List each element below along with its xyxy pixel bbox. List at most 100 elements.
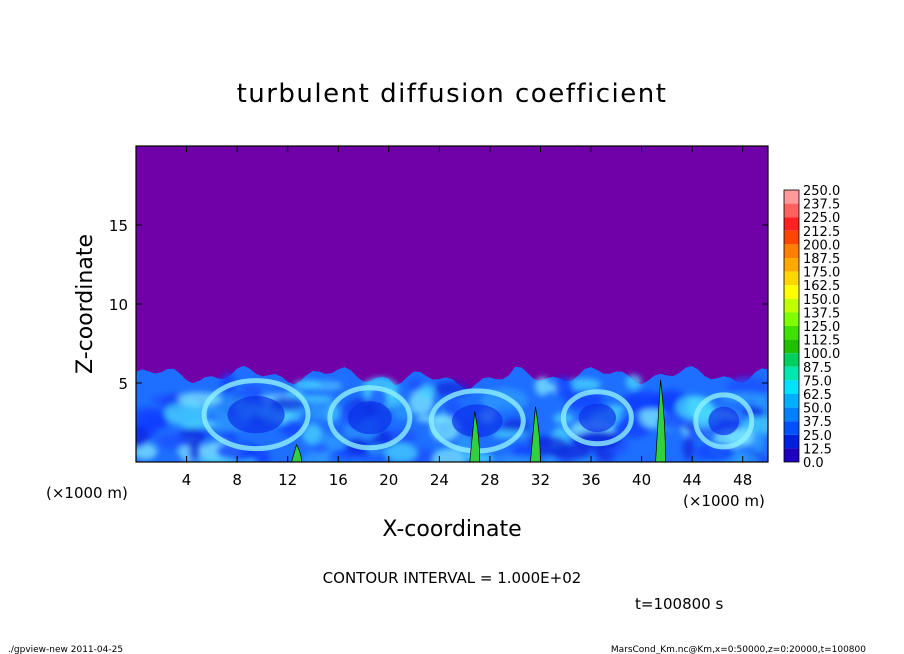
colorbar-label: 200.0 <box>803 238 840 253</box>
x-tick-label: 4 <box>182 471 192 489</box>
eddy-core <box>227 395 285 434</box>
footer-right: MarsCond_Km.nc@Km,x=0:50000,z=0:20000,t=… <box>611 645 866 654</box>
colorbar-swatch <box>784 203 799 218</box>
high-value-filament <box>655 379 666 462</box>
turbulence-blob <box>303 404 335 420</box>
colorbar-swatch <box>784 258 799 272</box>
colorbar-swatch <box>784 366 799 381</box>
colorbar-label: 150.0 <box>803 293 840 308</box>
eddy-ring <box>560 389 634 447</box>
x-axis-ticks: 4 8 12 16 20 24 28 32 36 40 44 48 <box>182 146 752 489</box>
x-tick-label: 20 <box>379 471 398 489</box>
turbulence-blob <box>156 432 187 450</box>
turbulence-blob <box>498 455 533 462</box>
y-unit-label: (×1000 m) <box>683 492 765 510</box>
colorbar-label: 225.0 <box>803 211 840 226</box>
colorbar-label: 100.0 <box>803 347 840 362</box>
x-tick-label: 40 <box>632 471 651 489</box>
plot-area <box>135 145 769 463</box>
colorbar-frame <box>783 189 800 463</box>
turbulence-blob <box>760 455 768 462</box>
eddy-core <box>708 406 740 436</box>
turbulence-blob <box>625 374 642 390</box>
colorbar-label: 187.5 <box>803 252 840 267</box>
eddy-ring <box>693 392 755 450</box>
turbulence-blob <box>535 377 551 396</box>
turbulence-blob <box>567 378 602 391</box>
turbulence-blob <box>289 408 307 416</box>
turbulence-blob <box>553 444 592 461</box>
footer-left: ./gpview-new 2011-04-25 <box>8 645 123 654</box>
colorbar-swatch <box>784 312 799 326</box>
colorbar-swatch <box>784 434 799 449</box>
turbulence-blob <box>384 443 418 462</box>
colorbar-swatch <box>784 407 799 422</box>
colorbar-swatch <box>784 380 799 394</box>
x-tick-label: 8 <box>232 471 242 489</box>
x-tick-label: 36 <box>581 471 600 489</box>
eddy-ring <box>201 378 311 452</box>
colorbar-label: 0.0 <box>803 456 824 471</box>
colorbar-label: 25.0 <box>803 429 832 444</box>
x-axis-label: X-coordinate <box>382 517 521 542</box>
turbulence-blob <box>194 457 235 462</box>
x-tick-label: 44 <box>683 471 702 489</box>
colorbar-label: 237.5 <box>803 198 840 213</box>
turbulence-blob <box>164 400 207 426</box>
turbulence-blob <box>136 443 158 460</box>
colorbar: 250.0237.5225.0212.5200.0187.5175.0162.5… <box>783 184 840 471</box>
eddy-core <box>347 401 392 435</box>
colorbar-swatch <box>784 298 799 313</box>
y-axis-label: Z-coordinate <box>73 234 98 374</box>
x-tick-label: 32 <box>531 471 550 489</box>
colorbar-swatch <box>784 271 799 286</box>
contour-interval-text: CONTOUR INTERVAL = 1.000E+02 <box>323 569 582 587</box>
turbulence-blob <box>311 443 330 456</box>
colorbar-swatch <box>784 326 799 340</box>
colorbar-label: 87.5 <box>803 361 832 376</box>
heatmap-field <box>136 365 768 462</box>
turbulence-blob <box>189 440 202 462</box>
high-value-filament <box>530 406 541 462</box>
high-value-filament <box>291 443 302 462</box>
turbulence-blob <box>622 390 663 411</box>
colorbar-label: 75.0 <box>803 374 832 389</box>
eddy-core <box>578 403 617 433</box>
colorbar-swatch <box>784 448 799 462</box>
colorbar-swatch <box>784 285 799 299</box>
eddy-core <box>451 404 503 438</box>
contour-filaments <box>291 379 666 462</box>
turbulence-blob <box>136 425 149 448</box>
time-text: t=100800 s <box>635 595 723 613</box>
colorbar-swatch <box>784 421 799 435</box>
y-tick-label: 15 <box>109 217 128 235</box>
chart-title: turbulent diffusion coefficient <box>237 79 668 109</box>
colorbar-label: 62.5 <box>803 388 832 403</box>
y-tick-label: 5 <box>118 375 128 393</box>
turbulence-blob <box>220 429 237 442</box>
x-tick-label: 28 <box>480 471 499 489</box>
turbulence-blob <box>682 437 695 460</box>
colorbar-label: 162.5 <box>803 279 840 294</box>
colorbar-swatch <box>784 230 799 245</box>
colorbar-swatch <box>784 244 799 258</box>
turbulence-blob <box>554 376 574 398</box>
turbulence-blob <box>726 376 768 398</box>
colorbar-label: 125.0 <box>803 320 840 335</box>
high-value-filament <box>469 411 481 462</box>
colorbar-label: 112.5 <box>803 334 840 349</box>
y-tick-label: 10 <box>109 296 128 314</box>
colorbar-swatch <box>784 353 799 367</box>
colorbar-label: 137.5 <box>803 306 840 321</box>
turbulence-blob <box>140 413 169 431</box>
turbulence-blob <box>639 405 663 428</box>
x-tick-label: 16 <box>329 471 348 489</box>
eddy-ring <box>327 385 413 451</box>
turbulence-blob <box>432 449 465 462</box>
colorbar-swatch <box>784 217 799 231</box>
turbulence-blob <box>285 418 300 428</box>
turbulence-blob <box>297 395 334 403</box>
x-tick-label: 48 <box>733 471 752 489</box>
colorbar-swatch <box>784 339 799 354</box>
